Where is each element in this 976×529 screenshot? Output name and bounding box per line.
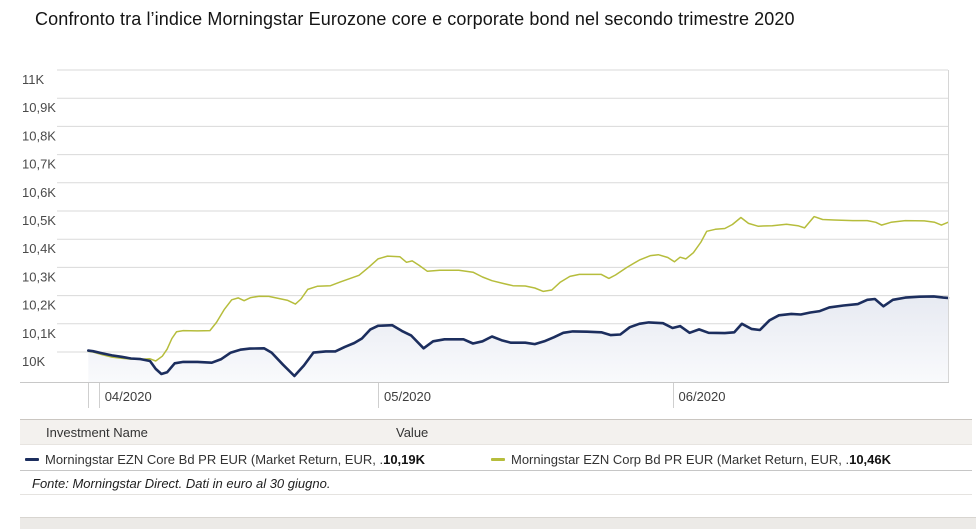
legend-col-value: Value (396, 425, 429, 440)
corp-series-line (87, 215, 949, 362)
x-axis-label: 04/2020 (104, 389, 152, 404)
core-area-fill (88, 296, 949, 382)
legend-entry-corp: Morningstar EZN Corp Bd PR EUR (Market R… (511, 452, 891, 467)
x-axis-label: 05/2020 (384, 389, 431, 404)
legend-value-corp: 10,46K (849, 452, 892, 467)
legend-entry-core: Morningstar EZN Core Bd PR EUR (Market R… (45, 452, 425, 467)
bottom-strip (20, 517, 976, 529)
legend-label-corp: Morningstar EZN Corp Bd PR EUR (Market R… (511, 452, 850, 467)
x-axis-tick (98, 383, 100, 408)
y-axis-label: 10,8K (22, 128, 56, 143)
legend-col-investment-name: Investment Name (46, 425, 148, 440)
corp-series-swatch-icon (491, 458, 505, 461)
chart-plot: 11K 10,9K 10,8K 10,7K 10,6K 10,5K 10,4K 10,3K 10… (0, 58, 976, 382)
x-axis-band: 04/2020 05/2020 06/2020 (20, 382, 949, 409)
y-axis-label: 10,7K (22, 157, 56, 172)
legend-table: Investment Name Value Morningstar EZN Co… (20, 419, 972, 473)
legend-row: Morningstar EZN Core Bd PR EUR (Market R… (20, 445, 972, 473)
x-axis-tick (88, 383, 90, 408)
legend-header: Investment Name Value (20, 419, 972, 445)
y-axis-label: 10,6K (22, 185, 56, 200)
y-axis-label: 10,3K (22, 269, 56, 284)
page-title: Confronto tra l’indice Morningstar Euroz… (35, 9, 795, 29)
x-axis-tick (672, 383, 674, 408)
core-series-swatch-icon (25, 458, 39, 461)
legend-label-core: Morningstar EZN Core Bd PR EUR (Market R… (45, 452, 384, 467)
source-note: Fonte: Morningstar Direct. Dati in euro … (32, 476, 331, 491)
x-axis-tick (378, 383, 379, 408)
x-axis-label: 06/2020 (678, 389, 726, 404)
y-axis-label: 10,9K (22, 100, 56, 115)
legend-value-core: 10,19K (383, 452, 426, 467)
y-axis-label: 11K (22, 72, 44, 87)
chart-canvas: 11K 10,9K 10,8K 10,7K 10,6K 10,5K 10,4K 10,3K 10… (22, 69, 950, 382)
y-axis-label: 10,5K (22, 213, 56, 228)
source-note-box: Fonte: Morningstar Direct. Dati in euro … (20, 470, 972, 495)
y-axis-label: 10,1K (22, 326, 56, 341)
y-axis-label: 10K (22, 354, 45, 369)
core-series-line (87, 295, 950, 378)
y-axis-label: 10,4K (22, 241, 56, 256)
y-axis-label: 10,2K (22, 298, 56, 313)
